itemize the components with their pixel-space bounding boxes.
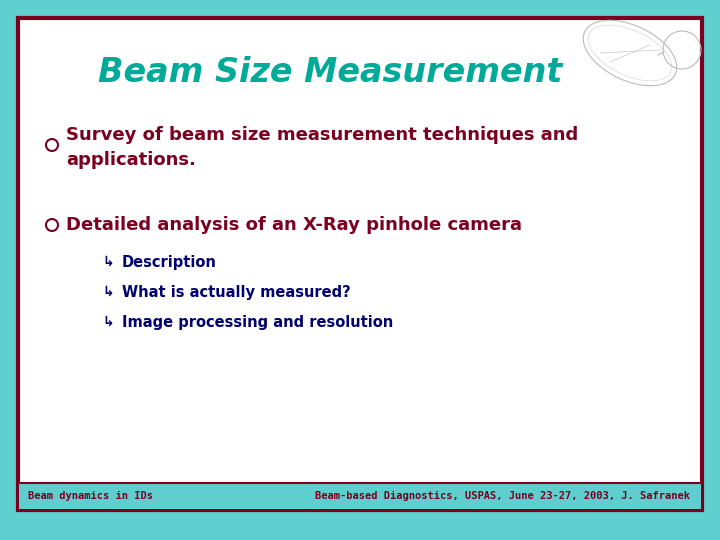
FancyBboxPatch shape <box>19 483 701 509</box>
Text: applications.: applications. <box>66 151 196 169</box>
Text: ↳: ↳ <box>102 255 114 269</box>
Text: ↳: ↳ <box>102 285 114 299</box>
Text: ↳: ↳ <box>102 315 114 329</box>
FancyBboxPatch shape <box>18 18 702 510</box>
Text: What is actually measured?: What is actually measured? <box>122 285 351 300</box>
Text: Beam-based Diagnostics, USPAS, June 23-27, 2003, J. Safranek: Beam-based Diagnostics, USPAS, June 23-2… <box>315 491 690 501</box>
Text: Survey of beam size measurement techniques and: Survey of beam size measurement techniqu… <box>66 126 578 144</box>
Text: Beam dynamics in IDs: Beam dynamics in IDs <box>28 491 153 501</box>
Text: Image processing and resolution: Image processing and resolution <box>122 314 393 329</box>
Text: Description: Description <box>122 254 217 269</box>
Text: Beam Size Measurement: Beam Size Measurement <box>98 56 562 89</box>
Text: Detailed analysis of an X-Ray pinhole camera: Detailed analysis of an X-Ray pinhole ca… <box>66 216 522 234</box>
